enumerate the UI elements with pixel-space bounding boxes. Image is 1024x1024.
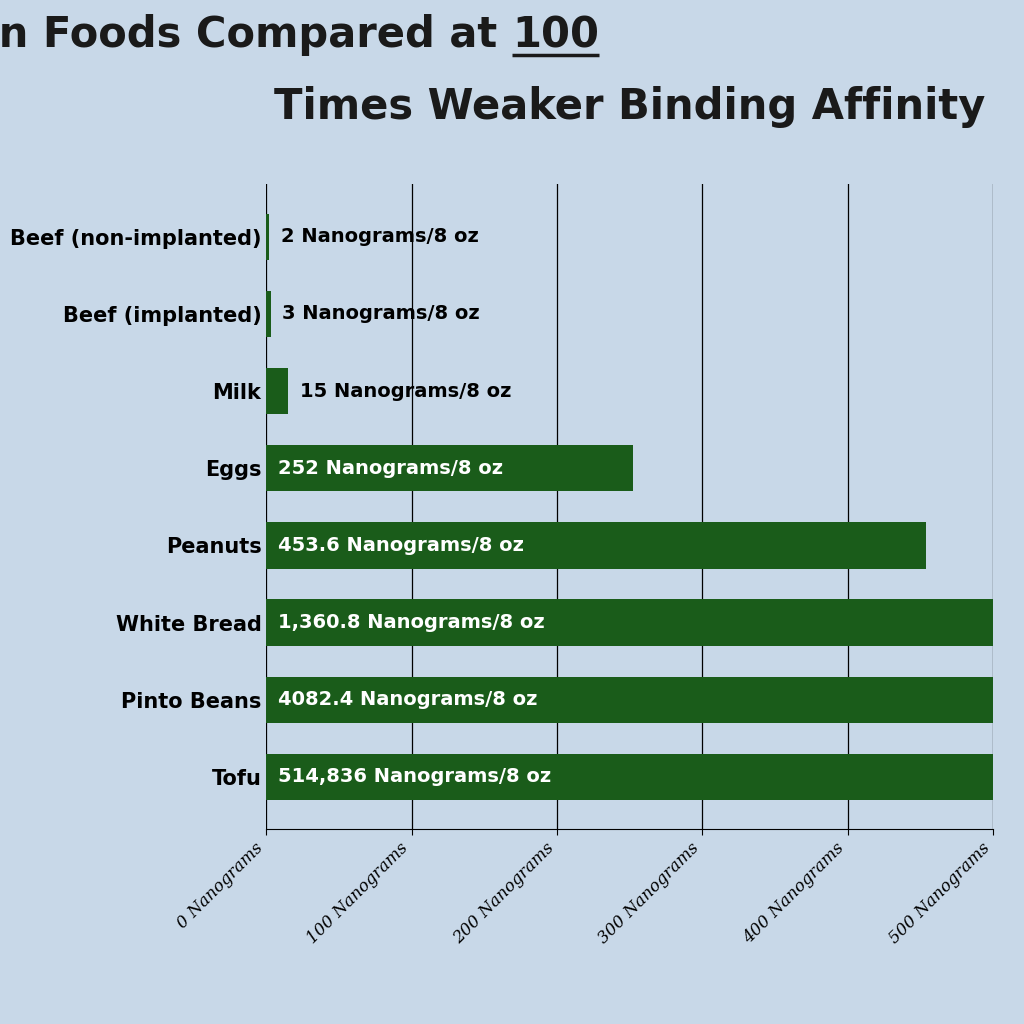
Bar — [266, 291, 270, 337]
Bar — [266, 522, 926, 568]
Bar — [266, 445, 633, 492]
Bar — [266, 754, 993, 800]
Bar — [266, 677, 993, 723]
Text: 15 Nanograms/8 oz: 15 Nanograms/8 oz — [300, 382, 511, 400]
Text: 453.6 Nanograms/8 oz: 453.6 Nanograms/8 oz — [278, 536, 523, 555]
Text: Times Weaker Binding Affinity: Times Weaker Binding Affinity — [274, 86, 985, 128]
Bar — [266, 214, 269, 260]
Text: 252 Nanograms/8 oz: 252 Nanograms/8 oz — [278, 459, 503, 478]
Text: 100: 100 — [512, 14, 599, 56]
Text: 3 Nanograms/8 oz: 3 Nanograms/8 oz — [283, 304, 480, 324]
Bar — [266, 368, 288, 415]
Text: 2 Nanograms/8 oz: 2 Nanograms/8 oz — [281, 227, 478, 247]
Text: 4082.4 Nanograms/8 oz: 4082.4 Nanograms/8 oz — [278, 690, 538, 710]
Bar — [266, 599, 993, 646]
Text: 1,360.8 Nanograms/8 oz: 1,360.8 Nanograms/8 oz — [278, 613, 545, 632]
Text: 514,836 Nanograms/8 oz: 514,836 Nanograms/8 oz — [278, 767, 551, 786]
Text: Phytoestrogen Foods Compared at: Phytoestrogen Foods Compared at — [0, 14, 512, 56]
